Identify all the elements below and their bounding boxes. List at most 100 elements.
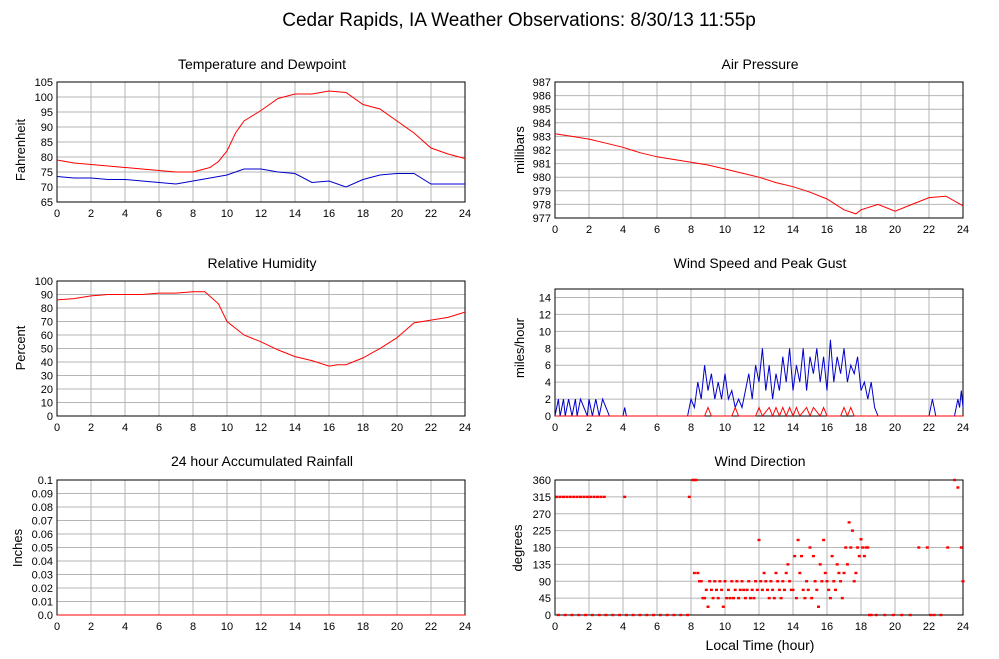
y-tick-label: 40 [41, 357, 53, 369]
x-tick-label: 20 [889, 224, 901, 236]
x-tick-label: 0 [54, 422, 60, 434]
x-tick-label: 16 [323, 621, 335, 633]
pressure-ylabel: millibars [512, 126, 527, 174]
direction-point [679, 613, 683, 617]
direction-point [696, 571, 700, 575]
direction-point [745, 588, 749, 592]
wind-speed-title: Wind Speed and Peak Gust [674, 255, 847, 271]
series-line-red [56, 291, 466, 367]
direction-point [861, 546, 865, 549]
direction-point [862, 554, 866, 558]
y-tick-label: 65 [41, 197, 53, 209]
direction-point [953, 478, 956, 482]
x-tick-label: 18 [855, 224, 867, 236]
y-tick-label: 4 [545, 377, 551, 389]
panel-wind-direction: Wind Direction degrees 0 2 4 6 8 10 12 14 16 18 20… [510, 453, 969, 633]
direction-point [917, 546, 921, 549]
x-tick-label: 18 [357, 422, 369, 434]
y-tick-label: 70 [41, 182, 53, 194]
y-tick-label: 985 [533, 104, 551, 116]
direction-point [796, 538, 800, 542]
y-tick-label: 0 [545, 411, 551, 423]
y-tick-label: 270 [533, 509, 551, 521]
y-tick-label: 0 [545, 610, 551, 622]
direction-point [840, 596, 844, 600]
x-tick-label: 0 [54, 208, 60, 220]
y-tick-label: 0.02 [32, 583, 53, 595]
direction-point [611, 613, 615, 617]
direction-point [783, 588, 786, 592]
x-tick-label: 8 [688, 224, 694, 236]
y-tick-label: 0.04 [32, 556, 53, 568]
direction-point [658, 613, 662, 617]
direction-point [818, 563, 822, 566]
y-tick-label: 70 [41, 317, 53, 329]
x-tick-label: 24 [459, 208, 471, 220]
direction-point [823, 571, 827, 575]
direction-point [665, 613, 669, 617]
direction-point [830, 554, 834, 558]
x-tick-label: 24 [459, 621, 471, 633]
direction-point [698, 580, 701, 583]
y-tick-label: 80 [41, 303, 53, 315]
y-tick-label: 90 [539, 576, 551, 588]
direction-point [725, 596, 729, 600]
x-tick-label: 18 [855, 621, 867, 633]
direction-point [869, 613, 873, 617]
x-tick-label: 6 [156, 208, 162, 220]
direction-point [817, 605, 820, 608]
direction-point [925, 546, 929, 549]
pressure-title: Air Pressure [721, 56, 798, 72]
direction-point [584, 613, 588, 617]
direction-point [815, 588, 819, 592]
direction-point [638, 613, 642, 617]
y-tick-label: 135 [533, 559, 551, 571]
y-tick-label: 8 [545, 343, 551, 355]
y-tick-label: 50 [41, 344, 53, 356]
direction-point [737, 596, 741, 600]
direction-point [784, 571, 788, 575]
y-tick-label: 30 [41, 371, 53, 383]
y-tick-label: 315 [533, 492, 551, 504]
direction-point [854, 571, 858, 575]
direction-point [803, 596, 807, 600]
x-tick-label: 12 [255, 621, 267, 633]
direction-point [891, 613, 895, 617]
x-tick-label: 12 [255, 422, 267, 434]
direction-point [723, 580, 727, 583]
direction-point [686, 613, 690, 617]
direction-point [757, 538, 761, 542]
wind-direction-ylabel: degrees [510, 524, 525, 571]
x-tick-label: 2 [586, 621, 592, 633]
y-tick-label: 0.09 [32, 489, 53, 501]
direction-point [776, 580, 780, 583]
direction-point [711, 596, 715, 600]
y-tick-label: 85 [41, 137, 53, 149]
direction-point [866, 546, 870, 549]
direction-point [961, 580, 965, 583]
x-tick-label: 14 [787, 422, 799, 434]
y-tick-label: 0.01 [32, 597, 53, 609]
wind-speed-ylabel: miles/hour [512, 317, 527, 378]
y-tick-label: 983 [533, 131, 551, 143]
direction-point [738, 588, 742, 592]
direction-point [959, 546, 963, 549]
direction-point [766, 588, 769, 592]
direction-point [789, 588, 793, 592]
direction-point [777, 588, 781, 592]
y-tick-label: 12 [539, 309, 551, 321]
x-tick-label: 14 [289, 422, 301, 434]
direction-point [732, 596, 735, 600]
direction-point [801, 588, 805, 592]
direction-point [733, 588, 737, 592]
direction-point [652, 613, 656, 617]
direction-point [604, 613, 608, 617]
direction-point [811, 554, 815, 558]
x-tick-label: 22 [923, 224, 935, 236]
direction-point [592, 495, 596, 499]
x-tick-label: 2 [88, 208, 94, 220]
x-tick-label: 20 [889, 422, 901, 434]
x-tick-label: 24 [957, 621, 969, 633]
direction-point [562, 495, 565, 499]
x-tick-label: 10 [221, 422, 233, 434]
